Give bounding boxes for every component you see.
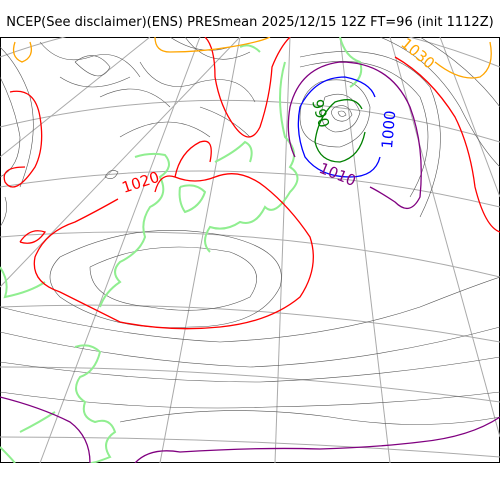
meridian-line <box>274 37 291 463</box>
isobar-1020-line <box>19 230 47 244</box>
minor-isobars <box>0 37 500 425</box>
isobar-line <box>331 105 353 122</box>
isobar-1020-line <box>204 37 291 138</box>
isobar-line <box>379 37 500 168</box>
isobar-1020-line <box>33 173 314 330</box>
pressure-map: 1020 1010 1000 990 1030 <box>0 37 500 463</box>
coastline <box>239 44 261 53</box>
isobar-line <box>99 88 171 108</box>
coastline <box>214 140 253 163</box>
isobar-line <box>169 37 231 51</box>
isobar-line <box>49 230 282 328</box>
contour-1010 <box>0 61 500 463</box>
coastline <box>178 184 207 214</box>
isobar-line <box>299 51 441 218</box>
coastline <box>0 266 46 299</box>
isobar-line <box>139 61 256 103</box>
label-1000: 1000 <box>378 110 399 150</box>
parallel-line <box>0 366 500 403</box>
isobar-1030-line <box>154 37 271 53</box>
isobar-990-line <box>314 99 366 163</box>
isobar-line <box>119 410 500 425</box>
isobar-1020-line <box>174 140 212 178</box>
meridian-line <box>0 37 241 288</box>
parallel-line <box>0 231 500 278</box>
isobar-line <box>419 37 500 108</box>
isobar-line <box>74 55 111 77</box>
contour-990 <box>314 99 366 163</box>
isobar-1000-line <box>297 76 381 178</box>
isobar-line <box>119 121 211 138</box>
isobar-line <box>321 93 361 133</box>
contour-1020 <box>3 37 500 330</box>
parallel-line <box>0 304 500 343</box>
parallel-line <box>0 170 500 208</box>
meridian-line <box>439 37 500 198</box>
isobar-line <box>39 41 141 78</box>
isobar-line <box>199 106 251 138</box>
isobar-1030-line <box>434 41 492 79</box>
isobar-line <box>59 76 131 88</box>
isobar-line <box>0 46 34 188</box>
isobar-1010-line <box>134 416 500 463</box>
isobar-line <box>0 196 7 228</box>
contour-1000 <box>297 76 381 178</box>
parallel-line <box>0 436 500 458</box>
coastline <box>74 344 117 463</box>
isobar-1020-line <box>394 56 500 233</box>
meridian-line <box>0 37 151 158</box>
meridian-line <box>39 37 201 463</box>
isobar-1010-line <box>287 61 422 209</box>
isobar-line <box>337 110 347 117</box>
isobar-1010-line <box>0 396 91 463</box>
coastline <box>99 152 170 308</box>
contour-1030 <box>12 37 492 79</box>
meridian-line <box>159 37 241 463</box>
parallel-line <box>0 99 500 143</box>
coastline <box>0 446 16 463</box>
parallel-line <box>0 37 500 68</box>
isobar-1030-line <box>12 41 33 63</box>
isobar-line <box>104 170 119 179</box>
isobar-line <box>89 246 257 311</box>
isobar-line <box>0 356 500 383</box>
coastline <box>204 61 299 253</box>
isobar-line <box>0 276 500 343</box>
map-title: NCEP(See disclaimer)(ENS) PRESmean 2025/… <box>6 15 494 30</box>
isobar-line <box>0 326 500 368</box>
isobar-1020-line <box>3 90 43 188</box>
